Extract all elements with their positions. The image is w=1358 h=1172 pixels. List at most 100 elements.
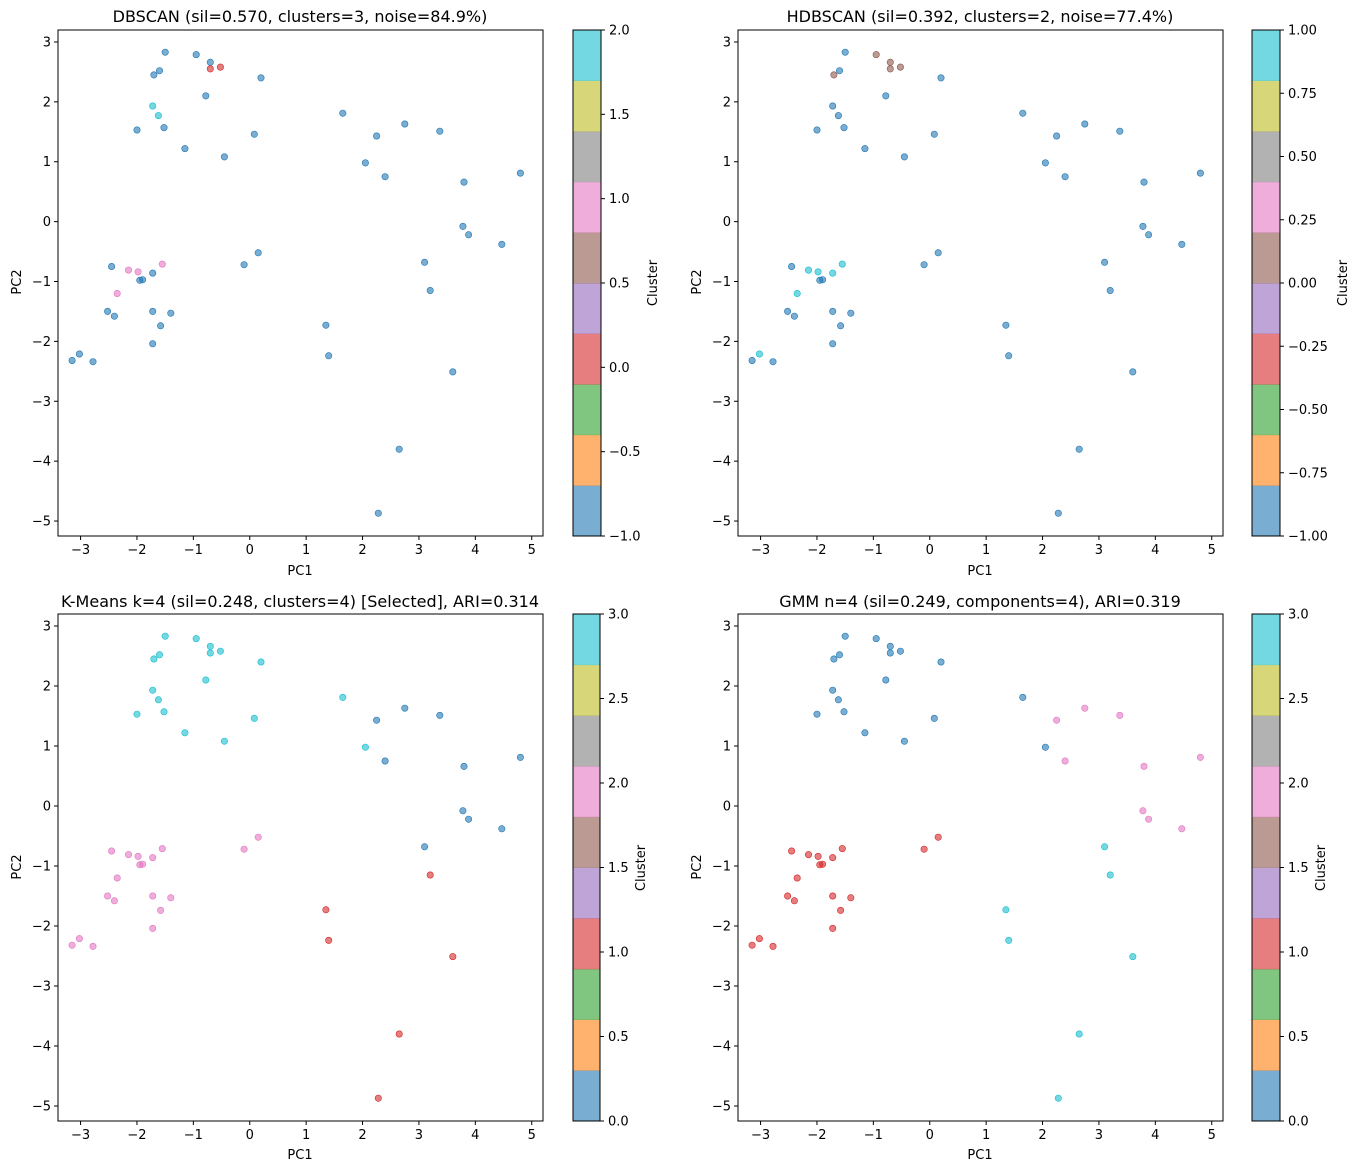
data-point	[1116, 711, 1124, 719]
data-point	[1061, 757, 1069, 765]
y-tick-label: 0	[723, 215, 731, 230]
y-tick-label: −4	[712, 455, 731, 470]
data-point	[1101, 843, 1109, 851]
plot-frame	[737, 613, 1224, 1122]
data-point	[250, 130, 258, 138]
data-point	[920, 261, 928, 269]
data-point	[395, 1030, 403, 1038]
data-point	[829, 892, 837, 900]
colorbar-segment	[573, 232, 601, 284]
y-tick-label: −5	[32, 515, 51, 530]
colorbar-segment	[1252, 664, 1280, 716]
y-axis-label: PC2	[10, 854, 25, 879]
data-point	[426, 286, 434, 294]
data-point	[837, 322, 845, 330]
data-point	[339, 693, 347, 701]
data-point	[167, 894, 175, 902]
data-point	[240, 845, 248, 853]
x-tick-label: −3	[751, 543, 770, 558]
data-point	[872, 635, 880, 643]
data-point	[139, 860, 147, 868]
data-point	[886, 649, 894, 657]
data-point	[167, 309, 175, 317]
data-point	[829, 102, 837, 110]
colorbar-segment	[1252, 867, 1280, 919]
colorbar-segment	[573, 30, 601, 81]
data-point	[829, 686, 837, 694]
data-point	[1178, 240, 1186, 248]
colorbar-segment	[573, 333, 601, 385]
data-point	[1196, 753, 1204, 761]
data-point	[814, 852, 822, 860]
x-tick-label: −2	[807, 543, 826, 558]
data-point	[1106, 286, 1114, 294]
data-point	[814, 268, 822, 276]
colorbar-segment	[1252, 715, 1280, 767]
x-tick-label: 5	[1208, 1128, 1216, 1143]
data-point	[1081, 120, 1089, 128]
colorbar-tick-label: 2.5	[608, 692, 629, 707]
chart-title: K-Means k=4 (sil=0.248, clusters=4) [Sel…	[61, 592, 539, 611]
data-point	[838, 260, 846, 268]
data-point	[161, 48, 169, 56]
data-point	[1140, 178, 1148, 186]
data-point	[872, 51, 880, 59]
colorbar-segment	[573, 918, 600, 970]
data-point	[1178, 825, 1186, 833]
x-tick-label: −1	[184, 1128, 203, 1143]
data-point	[206, 642, 214, 650]
colorbar-segment	[573, 80, 601, 132]
colorbar-tick-label: 0.0	[608, 1115, 629, 1130]
data-point	[1140, 762, 1148, 770]
colorbar-tick-label: 2.5	[1288, 692, 1309, 707]
data-point	[202, 676, 210, 684]
colorbar: −1.00 −0.75 −0.50 −0.25 0.00 0.25 0.50 0.75 1.00	[1251, 24, 1328, 545]
data-point	[257, 658, 265, 666]
data-point	[784, 307, 792, 315]
data-point	[1129, 368, 1137, 376]
data-point	[840, 124, 848, 132]
data-point	[834, 112, 842, 120]
data-point	[460, 178, 468, 186]
data-point	[1053, 716, 1061, 724]
data-point	[793, 874, 801, 882]
y-tick-label: −5	[32, 1100, 51, 1115]
data-point	[125, 851, 133, 859]
colorbar-segment	[573, 485, 601, 537]
chart-title: HDBSCAN (sil=0.392, clusters=2, noise=77…	[787, 7, 1174, 26]
data-point	[498, 240, 506, 248]
colorbar-tick-label: 0.25	[1288, 213, 1317, 228]
panel-dbscan: DBSCAN (sil=0.570, clusters=3, noise=84.…	[10, 7, 661, 579]
data-point	[1054, 509, 1062, 517]
data-point	[830, 655, 838, 663]
x-tick-label: 0	[926, 1128, 934, 1143]
colorbar-label: Cluster	[1336, 259, 1351, 306]
data-point	[181, 729, 189, 737]
y-tick-label: 0	[43, 800, 51, 815]
data-point	[1002, 906, 1010, 914]
data-point	[1081, 704, 1089, 712]
y-axis-label: PC2	[690, 854, 705, 879]
x-tick-label: 5	[528, 543, 536, 558]
data-point	[900, 737, 908, 745]
data-point	[134, 268, 142, 276]
x-tick-label: −1	[864, 1128, 883, 1143]
data-point	[150, 655, 158, 663]
y-tick-label: 0	[723, 800, 731, 815]
plot-frame	[737, 29, 1224, 537]
colorbar-tick-label: 1.5	[608, 861, 629, 876]
data-point	[395, 445, 403, 453]
colorbar-tick-label: −1.00	[1288, 530, 1328, 545]
x-tick-label: 5	[528, 1128, 536, 1143]
data-point	[834, 696, 842, 704]
data-point	[861, 729, 869, 737]
panel-gmm: GMM n=4 (sil=0.249, components=4), ARI=0…	[690, 592, 1329, 1163]
data-point	[133, 126, 141, 134]
data-point	[793, 289, 801, 297]
data-point	[804, 266, 812, 274]
data-point	[755, 935, 763, 943]
x-tick-label: 0	[926, 543, 934, 558]
colorbar-segment	[1252, 232, 1280, 284]
y-tick-label: −4	[712, 1040, 731, 1055]
y-tick-label: −3	[712, 980, 731, 995]
